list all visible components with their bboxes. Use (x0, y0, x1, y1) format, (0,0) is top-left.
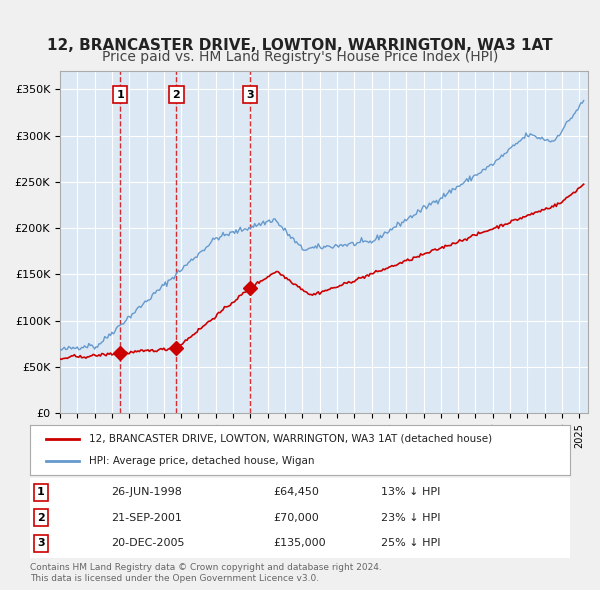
Text: £64,450: £64,450 (273, 487, 319, 497)
Text: £70,000: £70,000 (273, 513, 319, 523)
Text: 2: 2 (172, 90, 180, 100)
Text: 23% ↓ HPI: 23% ↓ HPI (381, 513, 440, 523)
Text: Price paid vs. HM Land Registry's House Price Index (HPI): Price paid vs. HM Land Registry's House … (102, 50, 498, 64)
Text: HPI: Average price, detached house, Wigan: HPI: Average price, detached house, Wiga… (89, 456, 315, 466)
Text: 3: 3 (37, 538, 44, 548)
Text: 3: 3 (246, 90, 254, 100)
Text: £135,000: £135,000 (273, 538, 326, 548)
Text: 12, BRANCASTER DRIVE, LOWTON, WARRINGTON, WA3 1AT (detached house): 12, BRANCASTER DRIVE, LOWTON, WARRINGTON… (89, 434, 493, 444)
Text: 12, BRANCASTER DRIVE, LOWTON, WARRINGTON, WA3 1AT: 12, BRANCASTER DRIVE, LOWTON, WARRINGTON… (47, 38, 553, 53)
Text: 20-DEC-2005: 20-DEC-2005 (111, 538, 185, 548)
Text: 2: 2 (37, 513, 44, 523)
Text: 13% ↓ HPI: 13% ↓ HPI (381, 487, 440, 497)
Text: Contains HM Land Registry data © Crown copyright and database right 2024.
This d: Contains HM Land Registry data © Crown c… (30, 563, 382, 583)
Text: 26-JUN-1998: 26-JUN-1998 (111, 487, 182, 497)
Text: 25% ↓ HPI: 25% ↓ HPI (381, 538, 440, 548)
Text: 1: 1 (116, 90, 124, 100)
Text: 1: 1 (37, 487, 44, 497)
Text: 21-SEP-2001: 21-SEP-2001 (111, 513, 182, 523)
